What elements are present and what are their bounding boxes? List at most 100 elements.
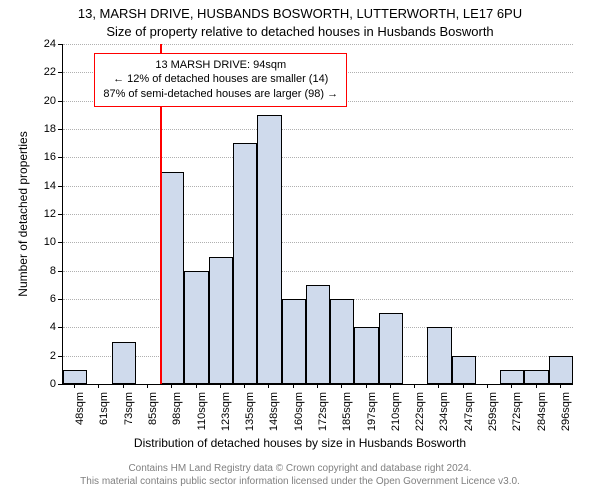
x-tick-label: 48sqm (74, 392, 86, 442)
x-tick-mark (171, 384, 172, 388)
grid-line (63, 129, 573, 130)
y-tick-label: 18 (16, 123, 56, 135)
histogram-bar (63, 370, 87, 384)
y-tick-mark (58, 157, 62, 158)
x-tick-mark (147, 384, 148, 388)
y-tick-label: 0 (16, 378, 56, 390)
annotation-line: 87% of semi-detached houses are larger (… (103, 87, 338, 102)
title-main: 13, MARSH DRIVE, HUSBANDS BOSWORTH, LUTT… (0, 6, 600, 21)
x-tick-label: 185sqm (341, 392, 353, 442)
x-tick-mark (414, 384, 415, 388)
histogram-bar (524, 370, 548, 384)
y-tick-mark (58, 299, 62, 300)
histogram-bar (306, 285, 330, 384)
y-tick-mark (58, 327, 62, 328)
histogram-bar (233, 143, 257, 384)
y-tick-label: 20 (16, 95, 56, 107)
y-tick-mark (58, 271, 62, 272)
y-tick-mark (58, 129, 62, 130)
x-tick-mark (341, 384, 342, 388)
annotation-line: 13 MARSH DRIVE: 94sqm (103, 58, 338, 73)
histogram-bar (112, 342, 136, 385)
y-tick-mark (58, 356, 62, 357)
x-tick-label: 210sqm (390, 392, 402, 442)
y-tick-label: 22 (16, 66, 56, 78)
grid-line (63, 214, 573, 215)
grid-line (63, 242, 573, 243)
histogram-bar (427, 327, 451, 384)
x-tick-mark (560, 384, 561, 388)
histogram-bar (549, 356, 573, 384)
y-tick-label: 6 (16, 293, 56, 305)
x-tick-mark (98, 384, 99, 388)
x-tick-label: 123sqm (220, 392, 232, 442)
x-tick-label: 197sqm (366, 392, 378, 442)
x-tick-mark (487, 384, 488, 388)
y-tick-label: 12 (16, 208, 56, 220)
y-tick-mark (58, 101, 62, 102)
x-tick-mark (123, 384, 124, 388)
x-tick-label: 222sqm (414, 392, 426, 442)
x-tick-label: 148sqm (268, 392, 280, 442)
plot-area: 13 MARSH DRIVE: 94sqm← 12% of detached h… (62, 44, 573, 385)
y-tick-mark (58, 186, 62, 187)
x-tick-mark (463, 384, 464, 388)
x-tick-mark (293, 384, 294, 388)
annotation-line: ← 12% of detached houses are smaller (14… (103, 72, 338, 87)
title-sub: Size of property relative to detached ho… (0, 24, 600, 39)
x-tick-label: 234sqm (438, 392, 450, 442)
grid-line (63, 157, 573, 158)
annotation-box: 13 MARSH DRIVE: 94sqm← 12% of detached h… (94, 53, 347, 108)
y-tick-label: 4 (16, 321, 56, 333)
y-tick-mark (58, 44, 62, 45)
footer: Contains HM Land Registry data © Crown c… (0, 462, 600, 488)
x-tick-label: 172sqm (317, 392, 329, 442)
histogram-bar (209, 257, 233, 385)
x-tick-mark (390, 384, 391, 388)
y-tick-label: 8 (16, 265, 56, 277)
x-tick-mark (220, 384, 221, 388)
x-tick-label: 85sqm (147, 392, 159, 442)
footer-line-1: Contains HM Land Registry data © Crown c… (0, 462, 600, 475)
histogram-bar (500, 370, 524, 384)
x-tick-label: 284sqm (536, 392, 548, 442)
x-tick-mark (244, 384, 245, 388)
grid-line (63, 271, 573, 272)
grid-line (63, 186, 573, 187)
footer-line-2: This material contains public sector inf… (0, 475, 600, 488)
x-tick-label: 259sqm (487, 392, 499, 442)
x-tick-label: 296sqm (560, 392, 572, 442)
y-tick-mark (58, 72, 62, 73)
histogram-bar (354, 327, 378, 384)
x-tick-label: 135sqm (244, 392, 256, 442)
x-tick-label: 160sqm (293, 392, 305, 442)
histogram-bar (379, 313, 403, 384)
histogram-bar (184, 271, 208, 384)
x-tick-mark (317, 384, 318, 388)
y-tick-label: 14 (16, 180, 56, 192)
y-tick-label: 16 (16, 151, 56, 163)
x-tick-mark (268, 384, 269, 388)
x-axis-label: Distribution of detached houses by size … (0, 436, 600, 450)
grid-line (63, 44, 573, 45)
x-tick-mark (366, 384, 367, 388)
histogram-bar (330, 299, 354, 384)
y-tick-mark (58, 384, 62, 385)
x-tick-label: 110sqm (196, 392, 208, 442)
histogram-bar (282, 299, 306, 384)
chart-container: 13, MARSH DRIVE, HUSBANDS BOSWORTH, LUTT… (0, 0, 600, 500)
x-tick-mark (511, 384, 512, 388)
x-tick-label: 61sqm (98, 392, 110, 442)
y-tick-label: 2 (16, 350, 56, 362)
x-tick-label: 98sqm (171, 392, 183, 442)
y-tick-mark (58, 242, 62, 243)
x-tick-mark (438, 384, 439, 388)
histogram-bar (257, 115, 281, 384)
y-tick-mark (58, 214, 62, 215)
x-tick-label: 272sqm (511, 392, 523, 442)
x-tick-mark (536, 384, 537, 388)
histogram-bar (160, 172, 184, 385)
x-tick-label: 247sqm (463, 392, 475, 442)
y-tick-label: 10 (16, 236, 56, 248)
x-tick-label: 73sqm (123, 392, 135, 442)
